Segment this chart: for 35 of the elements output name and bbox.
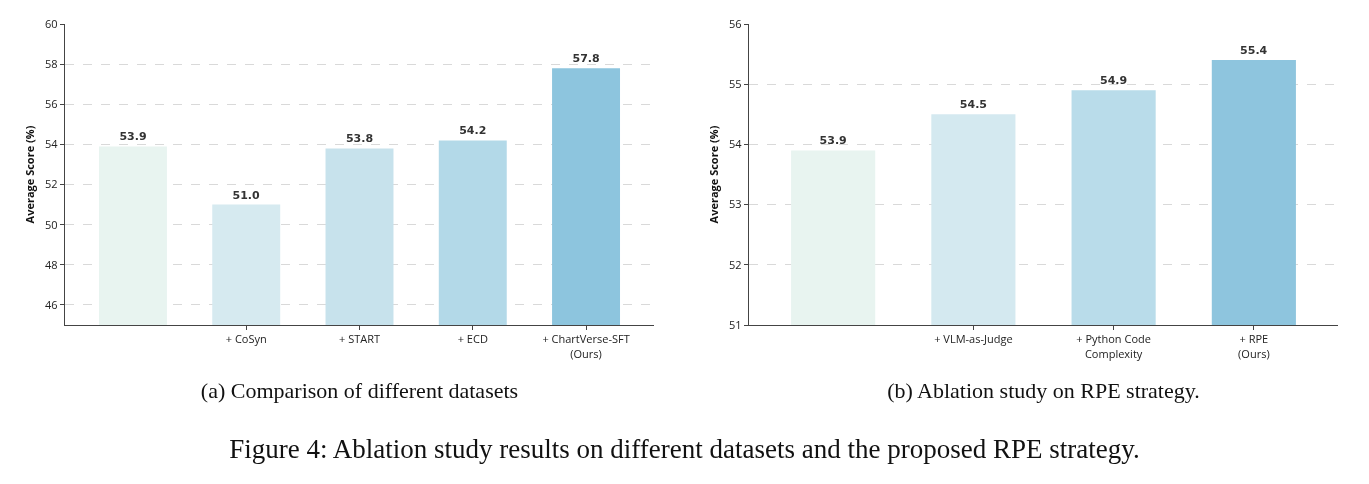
caption: Figure 4: Ablation study results on different datasets and the proposed RPE strategy.: [228, 434, 1141, 465]
y-tick-label: 46: [45, 296, 58, 312]
data-label: 54.9: [1100, 74, 1128, 88]
y-axis-title: Average Score (%): [21, 125, 37, 224]
y-tick-label: 52: [45, 176, 58, 192]
data-label: 57.8: [572, 52, 600, 66]
y-tick-label: 51: [729, 316, 742, 332]
y-tick-label: 56: [729, 15, 742, 31]
x-tick-label: + START: [338, 331, 381, 347]
data-label: 51.0: [232, 188, 260, 202]
data-label: 54.5: [959, 98, 987, 112]
y-tick-label: 56: [45, 96, 58, 112]
data-label: 53.9: [819, 134, 847, 148]
y-tick-label: 48: [45, 256, 58, 272]
y-tick-label: 54: [45, 136, 59, 152]
x-tick-label: + CoSyn: [225, 331, 267, 347]
y-tick-label: 55: [729, 76, 742, 92]
y-tick-label: 53: [729, 196, 742, 212]
x-tick-label: + ECD: [457, 331, 488, 347]
x-axis-title: (a) Comparison of different datasets: [200, 377, 519, 403]
x-axis-title: (b) Ablation study on RPE strategy.: [887, 377, 1200, 403]
data-label: 54.2: [459, 124, 487, 138]
data-label: 53.9: [119, 130, 147, 144]
y-tick-label: 52: [729, 256, 742, 272]
y-tick-label: 50: [45, 216, 58, 232]
x-tick-label: + ChartVerse-SFT (Ours): [542, 331, 630, 361]
y-axis-title: Average Score (%): [705, 125, 721, 224]
y-tick-label: 58: [45, 55, 58, 71]
data-label: 53.8: [345, 132, 374, 146]
y-tick-label: 60: [45, 15, 58, 31]
x-tick-label: + RPE (Ours): [1238, 331, 1270, 361]
y-tick-label: 54: [729, 136, 743, 152]
x-tick-label: + Python Code Complexity: [1076, 331, 1151, 361]
x-tick-label: + VLM-as-Judge: [934, 331, 1013, 347]
data-label: 55.4: [1240, 44, 1268, 58]
